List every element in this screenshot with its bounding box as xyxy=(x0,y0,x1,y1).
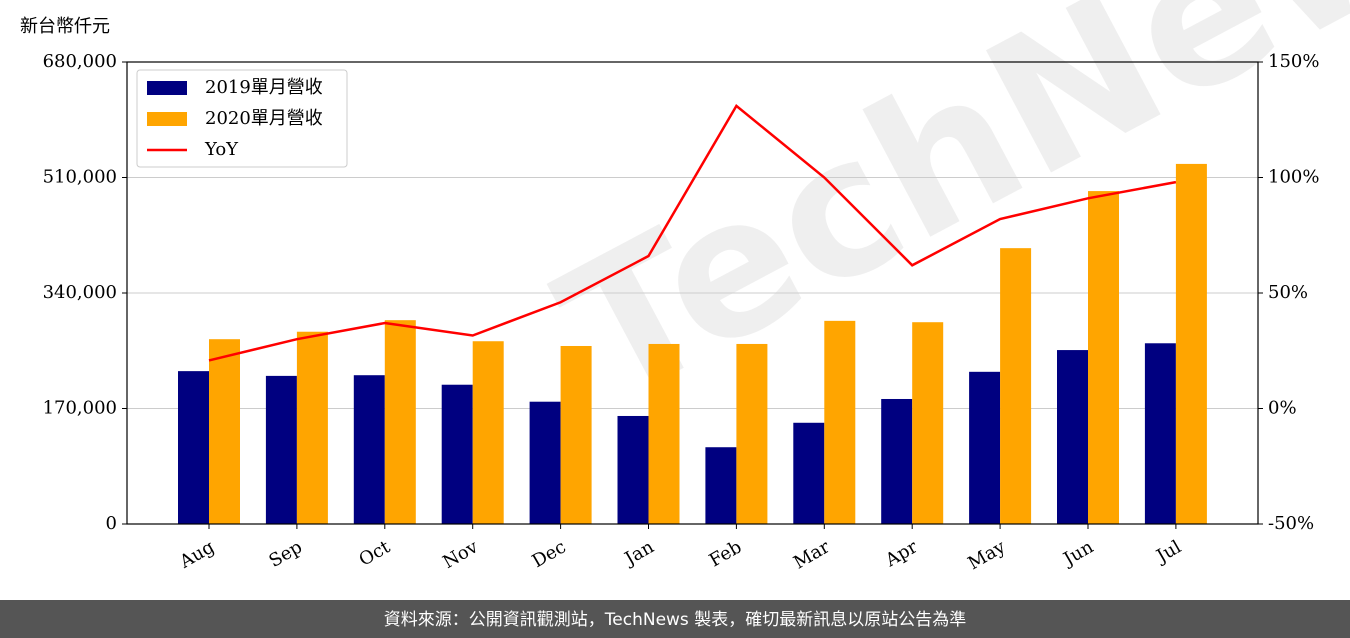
x-tick-label: Dec xyxy=(529,536,570,572)
y2-tick-label: -50% xyxy=(1268,513,1314,534)
bar xyxy=(793,422,825,524)
bar xyxy=(384,320,416,524)
yoy-line xyxy=(208,103,1177,362)
x-tick-label: Aug xyxy=(175,536,218,573)
legend-label: YoY xyxy=(204,139,239,160)
y2-tick-label: 0% xyxy=(1268,398,1297,419)
y-tick-label: 510,000 xyxy=(43,167,117,188)
bar xyxy=(736,343,768,524)
footer-bar xyxy=(0,600,1350,638)
x-tick-label: Nov xyxy=(439,536,482,573)
bar xyxy=(1057,350,1088,524)
bar xyxy=(265,375,297,524)
bar xyxy=(969,371,1001,524)
y2-tick-label: 100% xyxy=(1268,167,1319,188)
bar xyxy=(912,322,944,524)
bar xyxy=(648,343,680,524)
x-tick-label: Feb xyxy=(706,536,746,571)
x-tick-label: Jun xyxy=(1058,536,1097,571)
bar xyxy=(705,447,737,524)
legend-label: 2020單月營收 xyxy=(205,108,323,129)
y-tick-label: 0 xyxy=(106,513,117,534)
x-tick-label: Sep xyxy=(266,536,306,571)
x-tick-label: Jul xyxy=(1151,536,1185,568)
unit-label: 新台幣仟元 xyxy=(20,16,110,37)
bar xyxy=(1000,248,1032,525)
legend-label: 2019單月營收 xyxy=(205,77,323,98)
bar xyxy=(617,415,649,524)
bar xyxy=(472,341,504,524)
x-tick-label: Oct xyxy=(356,536,395,571)
bar xyxy=(1175,163,1207,525)
bar xyxy=(178,371,209,524)
bar xyxy=(1088,191,1119,524)
legend-swatch xyxy=(147,112,187,126)
bar xyxy=(824,320,856,524)
bar xyxy=(1144,343,1176,524)
x-tick-label: May xyxy=(965,536,1010,574)
y-tick-label: 170,000 xyxy=(43,398,117,419)
x-tick-label: Jan xyxy=(620,536,658,570)
plot-frame xyxy=(126,61,1259,525)
x-tick-label: Apr xyxy=(881,536,921,571)
y2-tick-label: 150% xyxy=(1268,51,1319,72)
y2-tick-label: 50% xyxy=(1268,282,1308,303)
bar xyxy=(441,384,473,524)
bar xyxy=(529,401,561,524)
y-tick-label: 340,000 xyxy=(43,282,117,303)
bar xyxy=(209,339,240,524)
y-tick-label: 680,000 xyxy=(43,51,117,72)
bar xyxy=(296,331,328,524)
bar xyxy=(353,375,385,524)
legend-box xyxy=(136,69,348,168)
bar xyxy=(560,345,592,524)
bar xyxy=(881,398,913,524)
footer: 資料來源：公開資訊觀測站，TechNews 製表，確切最新訊息以原站公告為準 xyxy=(384,610,966,630)
legend-swatch xyxy=(147,81,187,95)
x-tick-label: Mar xyxy=(790,536,834,573)
